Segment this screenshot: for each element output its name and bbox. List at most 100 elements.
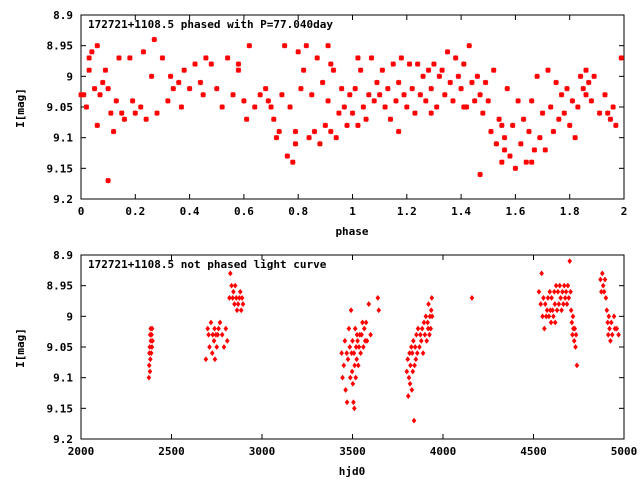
data-point [221, 344, 227, 350]
data-point [567, 258, 573, 265]
data-point [214, 344, 220, 350]
data-point [512, 165, 519, 171]
data-point [552, 301, 558, 307]
data-point [425, 319, 430, 326]
data-point [415, 61, 421, 67]
data-point [192, 61, 198, 67]
x-tick-label: 0 [78, 205, 85, 218]
data-point [499, 122, 505, 129]
data-point [544, 307, 550, 314]
data-point [349, 368, 355, 375]
data-point [546, 313, 552, 320]
data-point [203, 55, 209, 61]
x-tick-label: 2500 [158, 445, 185, 458]
y-tick-label: 9.2 [53, 433, 73, 446]
x-tick-label: 0.4 [180, 205, 200, 218]
data-point [86, 67, 92, 73]
data-point [507, 153, 513, 159]
data-point [217, 319, 223, 326]
data-point [420, 350, 426, 357]
data-point [271, 116, 277, 122]
data-point [409, 350, 415, 357]
x-axis-label: hjd0 [339, 465, 366, 478]
data-point [536, 288, 542, 295]
data-point [569, 319, 575, 326]
data-point [200, 92, 206, 98]
data-point [529, 159, 535, 165]
data-point [564, 85, 570, 92]
data-point [601, 288, 607, 295]
data-point [349, 110, 356, 116]
data-point [376, 307, 382, 314]
x-tick-label: 4000 [430, 445, 457, 458]
plot-frame [80, 254, 625, 440]
data-point [212, 356, 218, 363]
data-point [405, 356, 411, 363]
data-point [344, 122, 350, 129]
data-point [276, 128, 282, 135]
data-point [235, 301, 241, 307]
data-point [607, 116, 614, 122]
data-point [314, 55, 320, 61]
data-point [149, 331, 154, 338]
data-point [431, 61, 437, 67]
data-point [413, 356, 419, 363]
data-point [553, 282, 559, 289]
data-point [583, 67, 589, 73]
data-point [129, 98, 136, 104]
data-point [568, 288, 573, 295]
data-point [165, 98, 171, 104]
data-point [556, 116, 562, 122]
data-point [325, 98, 331, 104]
data-point [501, 135, 508, 141]
data-point [482, 79, 489, 86]
data-point [493, 141, 500, 147]
x-tick-label: 5000 [611, 445, 638, 458]
data-point [345, 356, 351, 363]
x-tick-label: 2000 [68, 445, 95, 458]
data-point [351, 350, 357, 357]
data-point [340, 374, 345, 381]
y-tick-label: 8.9 [53, 249, 73, 262]
data-point [540, 313, 545, 320]
data-point [539, 270, 544, 277]
data-point [566, 295, 572, 301]
data-point [418, 337, 424, 344]
data-point [538, 301, 544, 307]
data-point [385, 85, 391, 92]
data-point [423, 313, 429, 320]
data-point [355, 362, 361, 369]
data-point [586, 79, 592, 86]
data-point [170, 85, 176, 92]
data-point [472, 98, 478, 104]
data-point [436, 73, 443, 79]
data-point [577, 73, 584, 79]
data-point [257, 92, 263, 98]
data-point [298, 85, 304, 92]
data-point [292, 141, 299, 147]
phased-light-curve-panel: 172721+1108.5 phased with P=77.040day ph… [14, 9, 627, 238]
data-point [603, 295, 609, 301]
data-point [108, 110, 114, 116]
data-point [357, 67, 364, 73]
data-point [602, 92, 608, 98]
data-point [605, 110, 611, 116]
data-point [461, 61, 467, 67]
data-point [404, 368, 410, 375]
data-point [361, 325, 367, 332]
data-point [419, 325, 425, 332]
data-point [556, 301, 562, 307]
data-point [428, 307, 434, 314]
data-point [583, 92, 589, 98]
data-point [598, 276, 603, 283]
data-point [450, 98, 456, 104]
data-point [230, 295, 235, 301]
data-point [553, 79, 559, 86]
data-point [338, 85, 345, 92]
data-point [366, 92, 372, 98]
data-point [537, 135, 543, 141]
data-point [219, 331, 225, 338]
data-point [86, 55, 92, 61]
data-point [477, 92, 483, 98]
